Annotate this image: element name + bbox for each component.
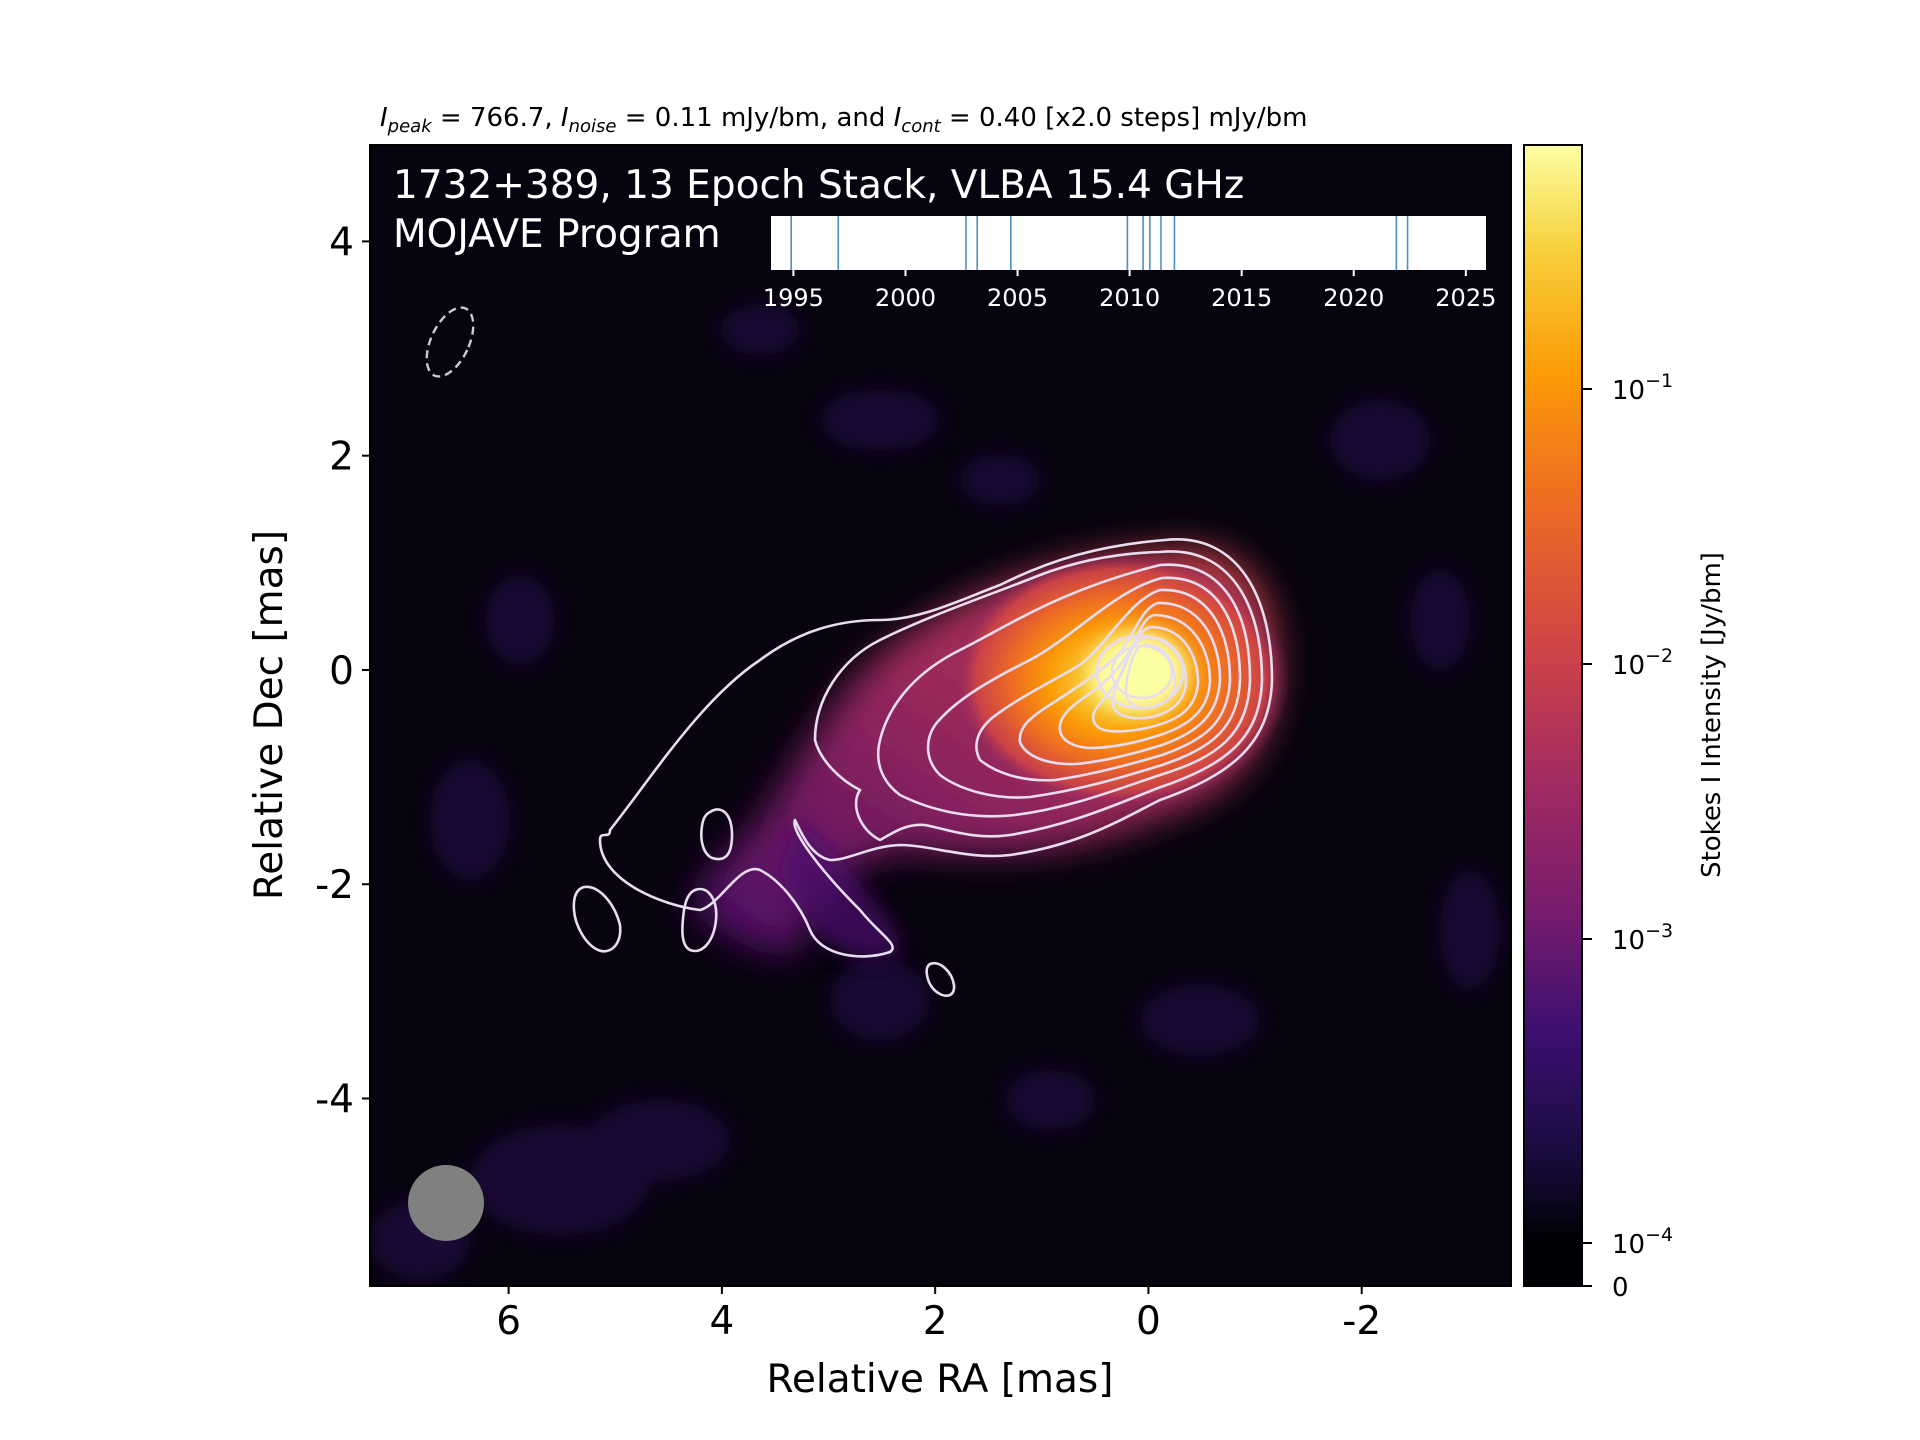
header-stats: Ipeak = 766.7, Inoise = 0.11 mJy/bm, and…: [380, 103, 1307, 137]
contour-6: [1018, 601, 1222, 766]
epoch-tick-label: 1995: [763, 284, 824, 312]
epoch-tick-label: 2015: [1211, 284, 1272, 312]
y-axis-label: Relative Dec [mas]: [247, 530, 292, 900]
x-tick-label: 6: [496, 1299, 521, 1344]
x-tick-label: -2: [1342, 1299, 1381, 1344]
epoch-inset: 1995 2000 2005 2010 2015 2020 2025: [763, 216, 1496, 312]
contour-island-1: [700, 808, 734, 861]
y-axis: 4 2 0 -2 -4: [315, 220, 370, 1123]
epoch-inset-box: [771, 216, 1486, 270]
y-tick-label: 4: [329, 220, 354, 265]
epoch-tick-label: 2020: [1323, 284, 1384, 312]
x-tick-label: 4: [709, 1299, 734, 1344]
cont-symbol: I: [894, 103, 902, 133]
colorbar-label: Stokes I Intensity [Jy/bm]: [1697, 552, 1727, 878]
contour-island-4: [925, 961, 956, 997]
cont-value: = 0.40 [x2.0 steps] mJy/bm: [941, 103, 1308, 133]
beam-outline-dashed: [425, 306, 475, 378]
x-axis: 6 4 2 0 -2: [496, 1286, 1381, 1344]
program-label: MOJAVE Program: [393, 212, 721, 257]
contour-12: [1110, 644, 1174, 700]
peak-symbol: I: [380, 103, 388, 133]
epoch-tick-label: 2005: [987, 284, 1048, 312]
contour-9: [1111, 635, 1188, 720]
contour-2: [813, 550, 1264, 842]
contour-outer: [598, 538, 1274, 958]
noise-subscript: noise: [569, 116, 617, 137]
contour-island-2: [681, 887, 718, 953]
epoch-lines: [790, 216, 1409, 270]
peak-subscript: peak: [387, 116, 434, 137]
colorbar-tick-label: 0: [1612, 1273, 1629, 1303]
colorbar: 10−1 10−2 10−3 10−4 0 Stokes I Intensity [Jy…: [1523, 144, 1727, 1303]
restoring-beam: [408, 1165, 484, 1241]
colorbar-tick-label: 10−3: [1612, 920, 1673, 956]
epoch-tick-label: 2000: [875, 284, 936, 312]
contour-11: [1095, 634, 1185, 710]
y-tick-label: 0: [329, 649, 354, 694]
contour-10: [1124, 643, 1177, 710]
source-title: 1732+389, 13 Epoch Stack, VLBA 15.4 GHz: [393, 163, 1244, 208]
peak-value: = 766.7,: [432, 103, 561, 133]
y-tick-label: 2: [329, 435, 354, 480]
contour-3: [876, 563, 1252, 818]
colorbar-tick-label: 10−2: [1612, 645, 1673, 681]
colorbar-gradient: [1523, 144, 1583, 1287]
cont-subscript: cont: [901, 116, 941, 137]
contours: [572, 538, 1274, 997]
intensity-map: 1732+389, 13 Epoch Stack, VLBA 15.4 GHz …: [370, 145, 1511, 1286]
noise-symbol: I: [561, 103, 569, 133]
colorbar-ticks: 10−1 10−2 10−3 10−4 0: [1582, 370, 1673, 1303]
contour-5: [975, 588, 1232, 782]
x-axis-label: Relative RA [mas]: [767, 1357, 1114, 1402]
epoch-axis: 1995 2000 2005 2010 2015 2020 2025: [763, 270, 1496, 312]
y-tick-label: -2: [315, 863, 354, 908]
y-tick-label: -4: [315, 1078, 354, 1123]
colorbar-tick-label: 10−1: [1612, 370, 1673, 406]
contour-4: [926, 576, 1242, 799]
plot-frame: [369, 144, 1512, 1287]
colorbar-tick-label: 10−4: [1612, 1224, 1673, 1260]
contour-7: [1058, 613, 1212, 750]
noise-patches: [370, 305, 1500, 1280]
noise-value: = 0.11 mJy/bm, and: [616, 103, 893, 133]
epoch-tick-label: 2025: [1435, 284, 1496, 312]
x-tick-label: 0: [1136, 1299, 1161, 1344]
epoch-tick-label: 2010: [1099, 284, 1160, 312]
x-tick-label: 2: [923, 1299, 948, 1344]
contour-island-3: [572, 885, 622, 953]
